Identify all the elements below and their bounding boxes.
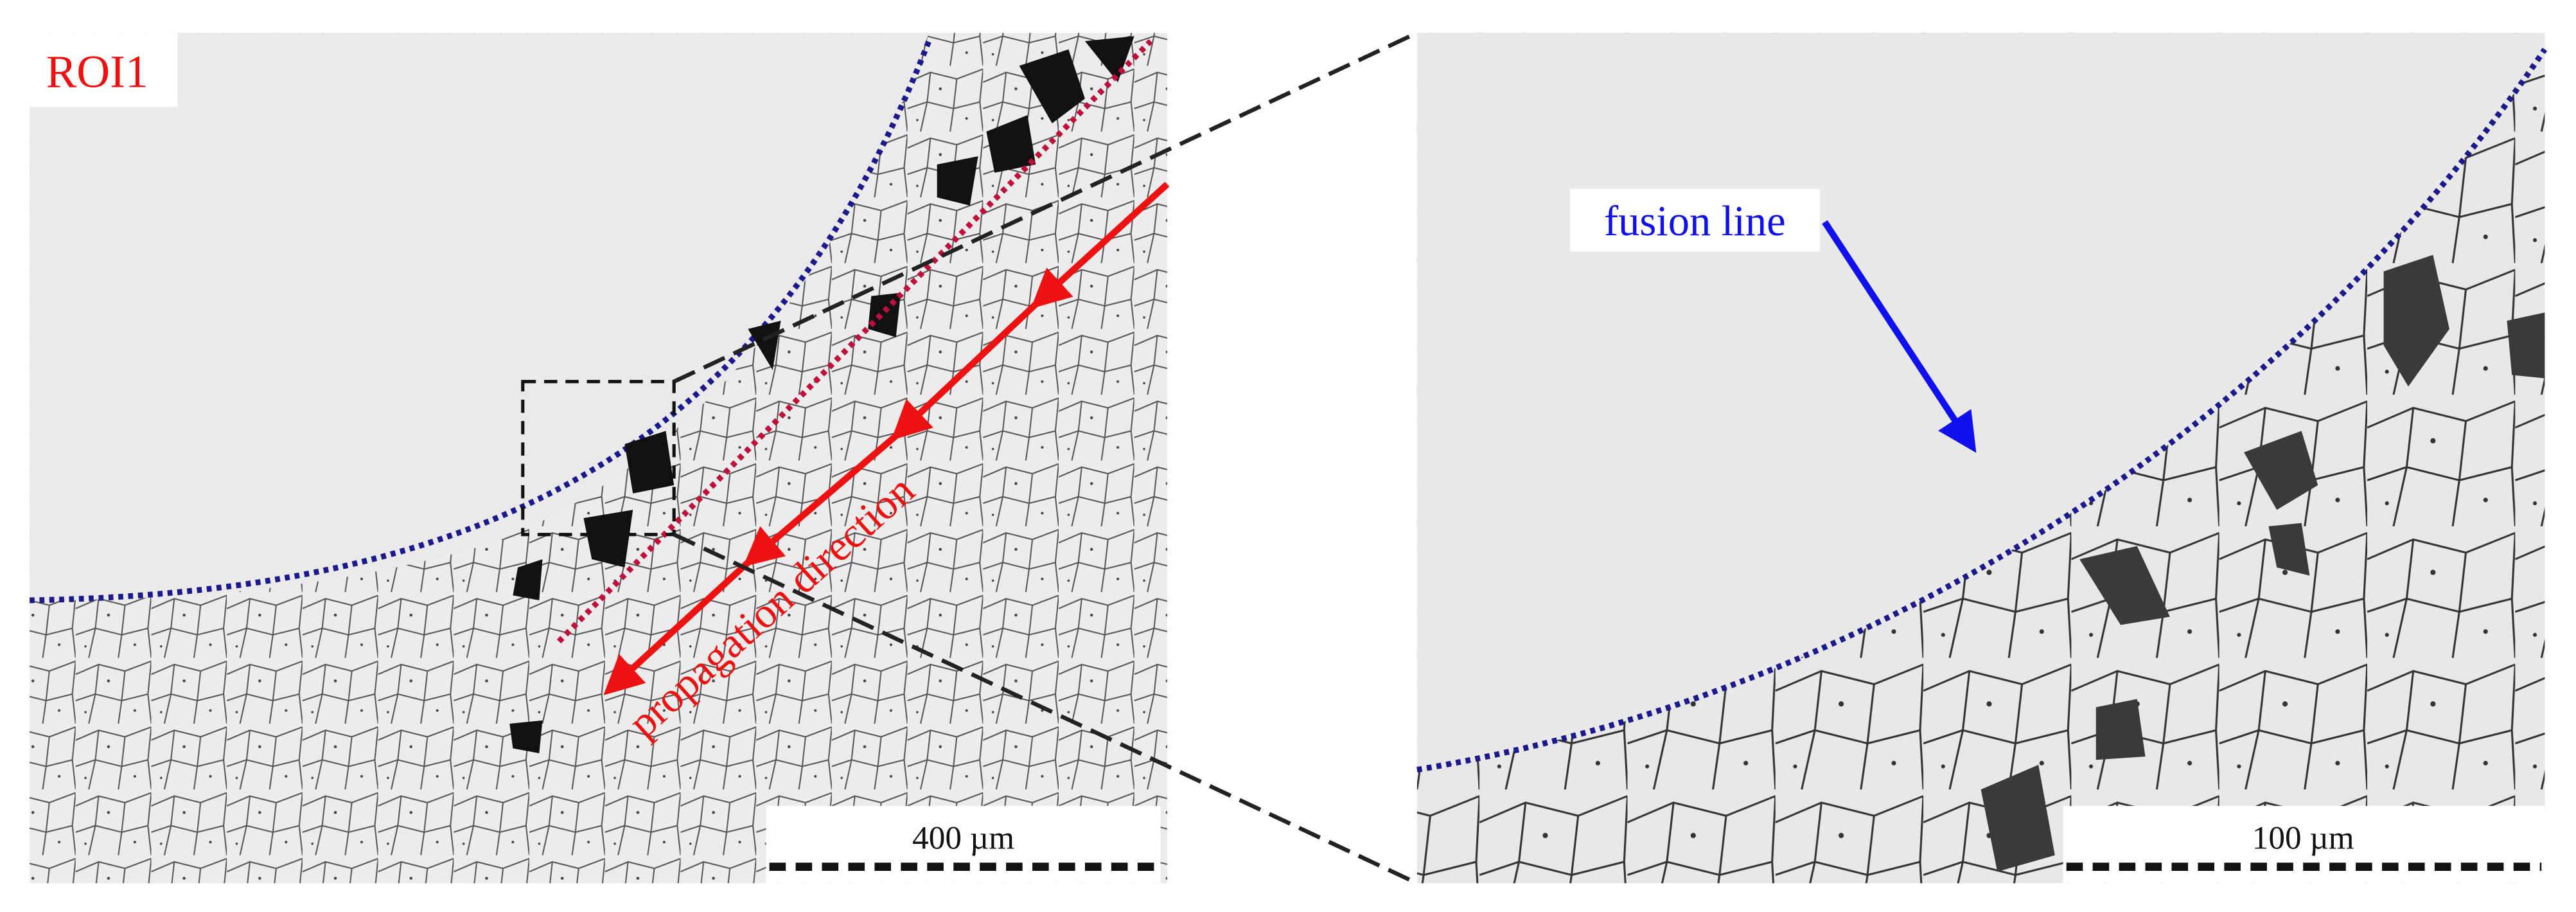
haz-boundary xyxy=(556,39,1153,644)
scale-bar-label: 100 µm xyxy=(2252,819,2354,856)
dark-grains xyxy=(509,36,1134,754)
arrow xyxy=(891,301,1038,441)
arrow xyxy=(1822,220,1977,453)
dark-grains xyxy=(1981,255,2545,872)
scale-bar-label: 400 µm xyxy=(912,819,1014,856)
zoom-line xyxy=(673,31,1418,384)
fusion-line xyxy=(1416,48,2548,773)
right-panel: fusion line 100 µm xyxy=(1416,33,2548,884)
zoom-line xyxy=(673,532,1418,886)
arrow xyxy=(743,433,898,567)
arrow xyxy=(1030,181,1170,309)
zoom-box xyxy=(521,380,676,537)
label-box xyxy=(1569,189,1820,252)
arrow xyxy=(603,560,750,695)
fusion-line xyxy=(29,40,932,604)
left-panel: propagation direction ROI1 400 µm xyxy=(29,33,1170,884)
label-box xyxy=(30,33,178,107)
roi-label: ROI1 xyxy=(46,47,148,98)
annotation: fusion line xyxy=(1604,198,1786,245)
weld-pool xyxy=(30,33,929,601)
